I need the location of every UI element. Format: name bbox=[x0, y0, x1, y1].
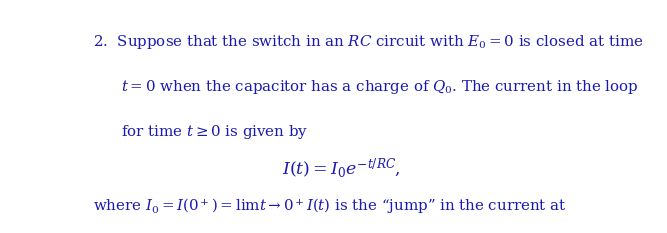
Text: $t = 0$ when the capacitor has a charge of $Q_0$. The current in the loop: $t = 0$ when the capacitor has a charge … bbox=[121, 78, 638, 96]
Text: 2.  Suppose that the switch in an $\mathit{RC}$ circuit with $E_0 = 0$ is closed: 2. Suppose that the switch in an $\mathi… bbox=[93, 33, 643, 51]
Text: $I(t) = I_0 e^{-t/RC},$: $I(t) = I_0 e^{-t/RC},$ bbox=[283, 156, 401, 181]
Text: for time $t \geq 0$ is given by: for time $t \geq 0$ is given by bbox=[121, 123, 308, 141]
Text: where $I_0 = I(0^+) = \lim t \to 0^+ I(t)$ is the “jump” in the current at: where $I_0 = I(0^+) = \lim t \to 0^+ I(t… bbox=[93, 197, 566, 216]
